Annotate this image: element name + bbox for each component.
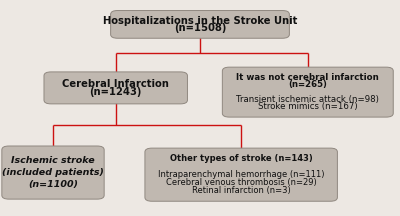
FancyBboxPatch shape	[111, 11, 289, 38]
FancyBboxPatch shape	[222, 67, 393, 117]
FancyBboxPatch shape	[44, 72, 188, 104]
FancyBboxPatch shape	[145, 148, 337, 201]
Text: (n=1508): (n=1508)	[174, 23, 226, 33]
Text: Intraparenchymal hemorrhage (n=111): Intraparenchymal hemorrhage (n=111)	[158, 170, 324, 179]
Text: Ischemic stroke: Ischemic stroke	[11, 156, 95, 165]
Text: Retinal infarction (n=3): Retinal infarction (n=3)	[192, 186, 290, 195]
Text: (n=265): (n=265)	[288, 80, 327, 89]
Text: Transient ischemic attack (n=98): Transient ischemic attack (n=98)	[236, 95, 379, 104]
Text: Cerebral Infarction: Cerebral Infarction	[62, 79, 169, 89]
Text: Hospitalizations in the Stroke Unit: Hospitalizations in the Stroke Unit	[103, 16, 297, 26]
Text: Other types of stroke (n=143): Other types of stroke (n=143)	[170, 154, 312, 164]
Text: Cerebral venous thrombosis (n=29): Cerebral venous thrombosis (n=29)	[166, 178, 316, 187]
Text: (n=1100): (n=1100)	[28, 180, 78, 189]
Text: (n=1243): (n=1243)	[90, 87, 142, 97]
Text: It was not cerebral infarction: It was not cerebral infarction	[236, 73, 379, 82]
Text: Stroke mimics (n=167): Stroke mimics (n=167)	[258, 102, 358, 111]
Text: (included patients): (included patients)	[2, 168, 104, 177]
FancyBboxPatch shape	[2, 146, 104, 199]
